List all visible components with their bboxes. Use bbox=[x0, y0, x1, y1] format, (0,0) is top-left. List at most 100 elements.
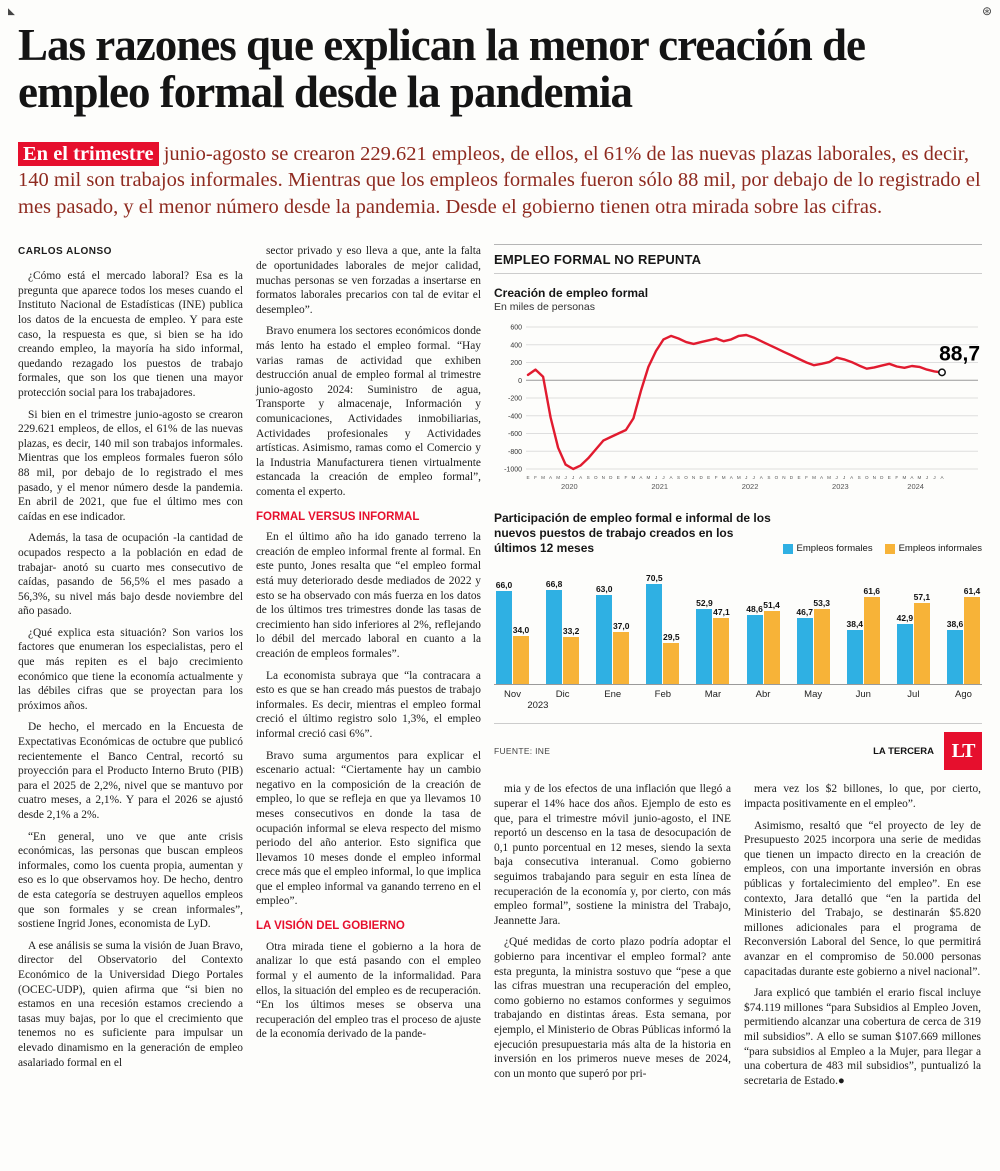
month-letter: F bbox=[895, 475, 898, 480]
month-letter: E bbox=[707, 475, 710, 480]
month-letter: E bbox=[617, 475, 620, 480]
month-letter: F bbox=[805, 475, 808, 480]
bar-informal: 53,3 bbox=[813, 598, 830, 685]
bar-informal: 51,4 bbox=[763, 600, 780, 685]
bar-formal: 42,9 bbox=[897, 613, 913, 685]
panel-footer: FUENTE: INE LA TERCERA LT bbox=[494, 723, 982, 771]
lead-highlight: En el trimestre bbox=[18, 141, 159, 166]
month-letter: A bbox=[549, 475, 553, 480]
infographic-panel: EMPLEO FORMAL NO REPUNTA Creación de emp… bbox=[494, 244, 982, 771]
month-letter: M bbox=[647, 475, 651, 480]
legend-item-informal: Empleos informales bbox=[884, 543, 982, 554]
bar-value-label: 53,3 bbox=[813, 597, 830, 608]
bar-month-label: Ene bbox=[604, 689, 622, 701]
month-letter: A bbox=[850, 475, 854, 480]
lead-paragraph: En el trimestre junio-agosto se crearon … bbox=[18, 141, 982, 221]
month-letter: M bbox=[918, 475, 922, 480]
month-letter: J bbox=[745, 475, 747, 480]
month-letter: M bbox=[722, 475, 726, 480]
paragraph: mera vez los $2 billones, lo que, por ci… bbox=[744, 783, 981, 811]
bar-value-label: 37,0 bbox=[612, 620, 630, 631]
month-letter: J bbox=[753, 475, 755, 480]
paragraph: ¿Qué explica esta situación? Son varios … bbox=[18, 626, 243, 712]
bar-informal: 47,1 bbox=[713, 607, 730, 685]
y-tick-label: -600 bbox=[508, 431, 522, 438]
newspaper-page: ◣ ⊛ Las razones que explican la menor cr… bbox=[8, 4, 992, 1095]
month-letter: S bbox=[858, 475, 861, 480]
paragraph: “En general, uno ve que ante crisis econ… bbox=[18, 830, 243, 931]
bar-value-label: 33,2 bbox=[562, 626, 580, 637]
paragraph: Bravo enumera los sectores económicos do… bbox=[256, 325, 481, 498]
month-letter: F bbox=[534, 475, 537, 480]
page-corner-mark-icon: ◣ bbox=[8, 6, 15, 16]
bar-formal: 46,7 bbox=[796, 607, 813, 685]
month-letter: J bbox=[933, 475, 935, 480]
right-text-columns: mia y de los efectos de una inflación qu… bbox=[494, 782, 982, 1095]
panel-title: EMPLEO FORMAL NO REPUNTA bbox=[494, 245, 982, 275]
article-body: CARLOS ALONSO ¿Cómo está el mercado labo… bbox=[18, 244, 982, 1095]
month-letter: J bbox=[655, 475, 657, 480]
bar-value-label: 46,7 bbox=[796, 607, 813, 618]
line-chart-subtitle: En miles de personas bbox=[494, 301, 595, 314]
bar-value-label: 70,5 bbox=[646, 573, 663, 584]
month-letter: O bbox=[865, 475, 869, 480]
month-letter: F bbox=[624, 475, 627, 480]
paragraph: De hecho, el mercado en la Encuesta de E… bbox=[18, 721, 243, 821]
paragraph: Asimismo, resaltó que “el proyecto de le… bbox=[744, 819, 981, 978]
bar-year-label: 2023 bbox=[527, 700, 549, 712]
month-letter: M bbox=[631, 475, 635, 480]
month-letter: A bbox=[669, 475, 673, 480]
paragraph: A ese análisis se suma la visión de Juan… bbox=[18, 939, 243, 1069]
bar-informal: 29,5 bbox=[663, 632, 680, 685]
month-letter: A bbox=[760, 475, 764, 480]
line-end-marker bbox=[938, 368, 946, 377]
article-column-4: mera vez los $2 billones, lo que, por ci… bbox=[744, 782, 981, 1095]
bar-month-label: Ago bbox=[955, 689, 972, 701]
page-register-mark-icon: ⊛ bbox=[981, 4, 992, 18]
paragraph: ¿Qué medidas de corto plazo podría adopt… bbox=[494, 936, 731, 1080]
legend-item-formal: Empleos formales bbox=[782, 543, 873, 554]
bar-value-label: 47,1 bbox=[713, 606, 730, 617]
bar-group: 48,6 51,4 bbox=[746, 600, 780, 685]
month-letter: N bbox=[602, 475, 605, 480]
year-label: 2021 bbox=[651, 482, 668, 491]
column-4-text: mera vez los $2 billones, lo que, por ci… bbox=[744, 782, 981, 1088]
bar-value-label: 66,8 bbox=[545, 578, 563, 589]
informal-swatch-icon bbox=[884, 543, 895, 554]
credit: LA TERCERA bbox=[873, 745, 934, 757]
headline: Las razones que explican la menor creaci… bbox=[18, 20, 866, 118]
year-label: 2022 bbox=[742, 482, 759, 491]
bar-value-label: 38,6 bbox=[946, 618, 964, 629]
bar-value-label: 52,9 bbox=[696, 598, 713, 609]
month-letter: J bbox=[564, 475, 566, 480]
column-3-text: mia y de los efectos de una inflación qu… bbox=[494, 782, 731, 1081]
bar-value-label: 29,5 bbox=[663, 631, 680, 642]
month-letter: J bbox=[572, 475, 574, 480]
month-letter: J bbox=[835, 475, 837, 480]
bar-value-label: 48,6 bbox=[746, 604, 763, 615]
month-letter: M bbox=[812, 475, 816, 480]
month-letter: N bbox=[692, 475, 695, 480]
y-tick-label: -800 bbox=[508, 449, 522, 456]
month-letter: E bbox=[526, 475, 529, 480]
month-letter: O bbox=[684, 475, 688, 480]
bar-informal: 61,6 bbox=[863, 586, 880, 685]
month-letter: D bbox=[609, 475, 613, 480]
bar-value-label: 61,6 bbox=[863, 585, 881, 596]
paragraph: ¿Cómo está el mercado laboral? Esa es la… bbox=[18, 270, 243, 399]
bar-value-label: 51,4 bbox=[763, 600, 780, 611]
bar-value-label: 34,0 bbox=[512, 625, 530, 636]
month-letter: M bbox=[827, 475, 831, 480]
bar-chart-header: Participación de empleo formal e informa… bbox=[494, 511, 982, 556]
bar-month-label: Nov bbox=[504, 689, 521, 701]
year-label: 2024 bbox=[907, 482, 924, 491]
bar-value-label: 61,4 bbox=[963, 586, 981, 597]
y-tick-label: 200 bbox=[510, 360, 522, 367]
bar-month-label: Feb bbox=[654, 689, 672, 701]
month-letter: E bbox=[797, 475, 800, 480]
bar-month-label: Jul bbox=[907, 689, 920, 701]
month-letter: S bbox=[587, 475, 590, 480]
bar-formal: 38,6 bbox=[947, 619, 963, 685]
bar-value-label: 57,1 bbox=[913, 592, 931, 603]
